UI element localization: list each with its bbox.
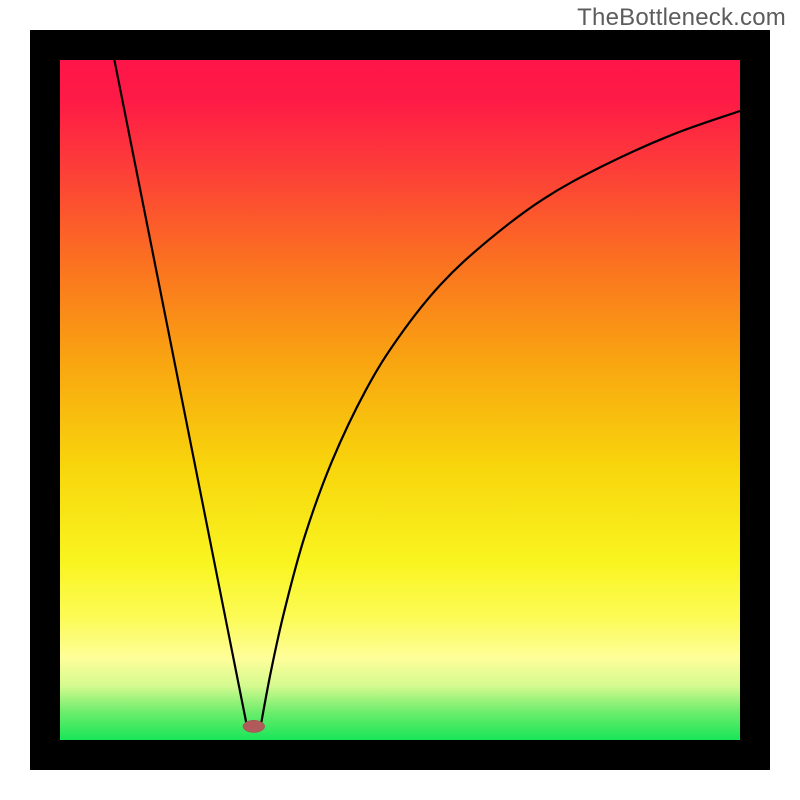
optimal-point-marker [243,720,265,732]
bottleneck-curve-chart [0,0,800,800]
chart-root: TheBottleneck.com [0,0,800,800]
plot-background-gradient [60,60,740,740]
watermark-text: TheBottleneck.com [577,4,786,32]
